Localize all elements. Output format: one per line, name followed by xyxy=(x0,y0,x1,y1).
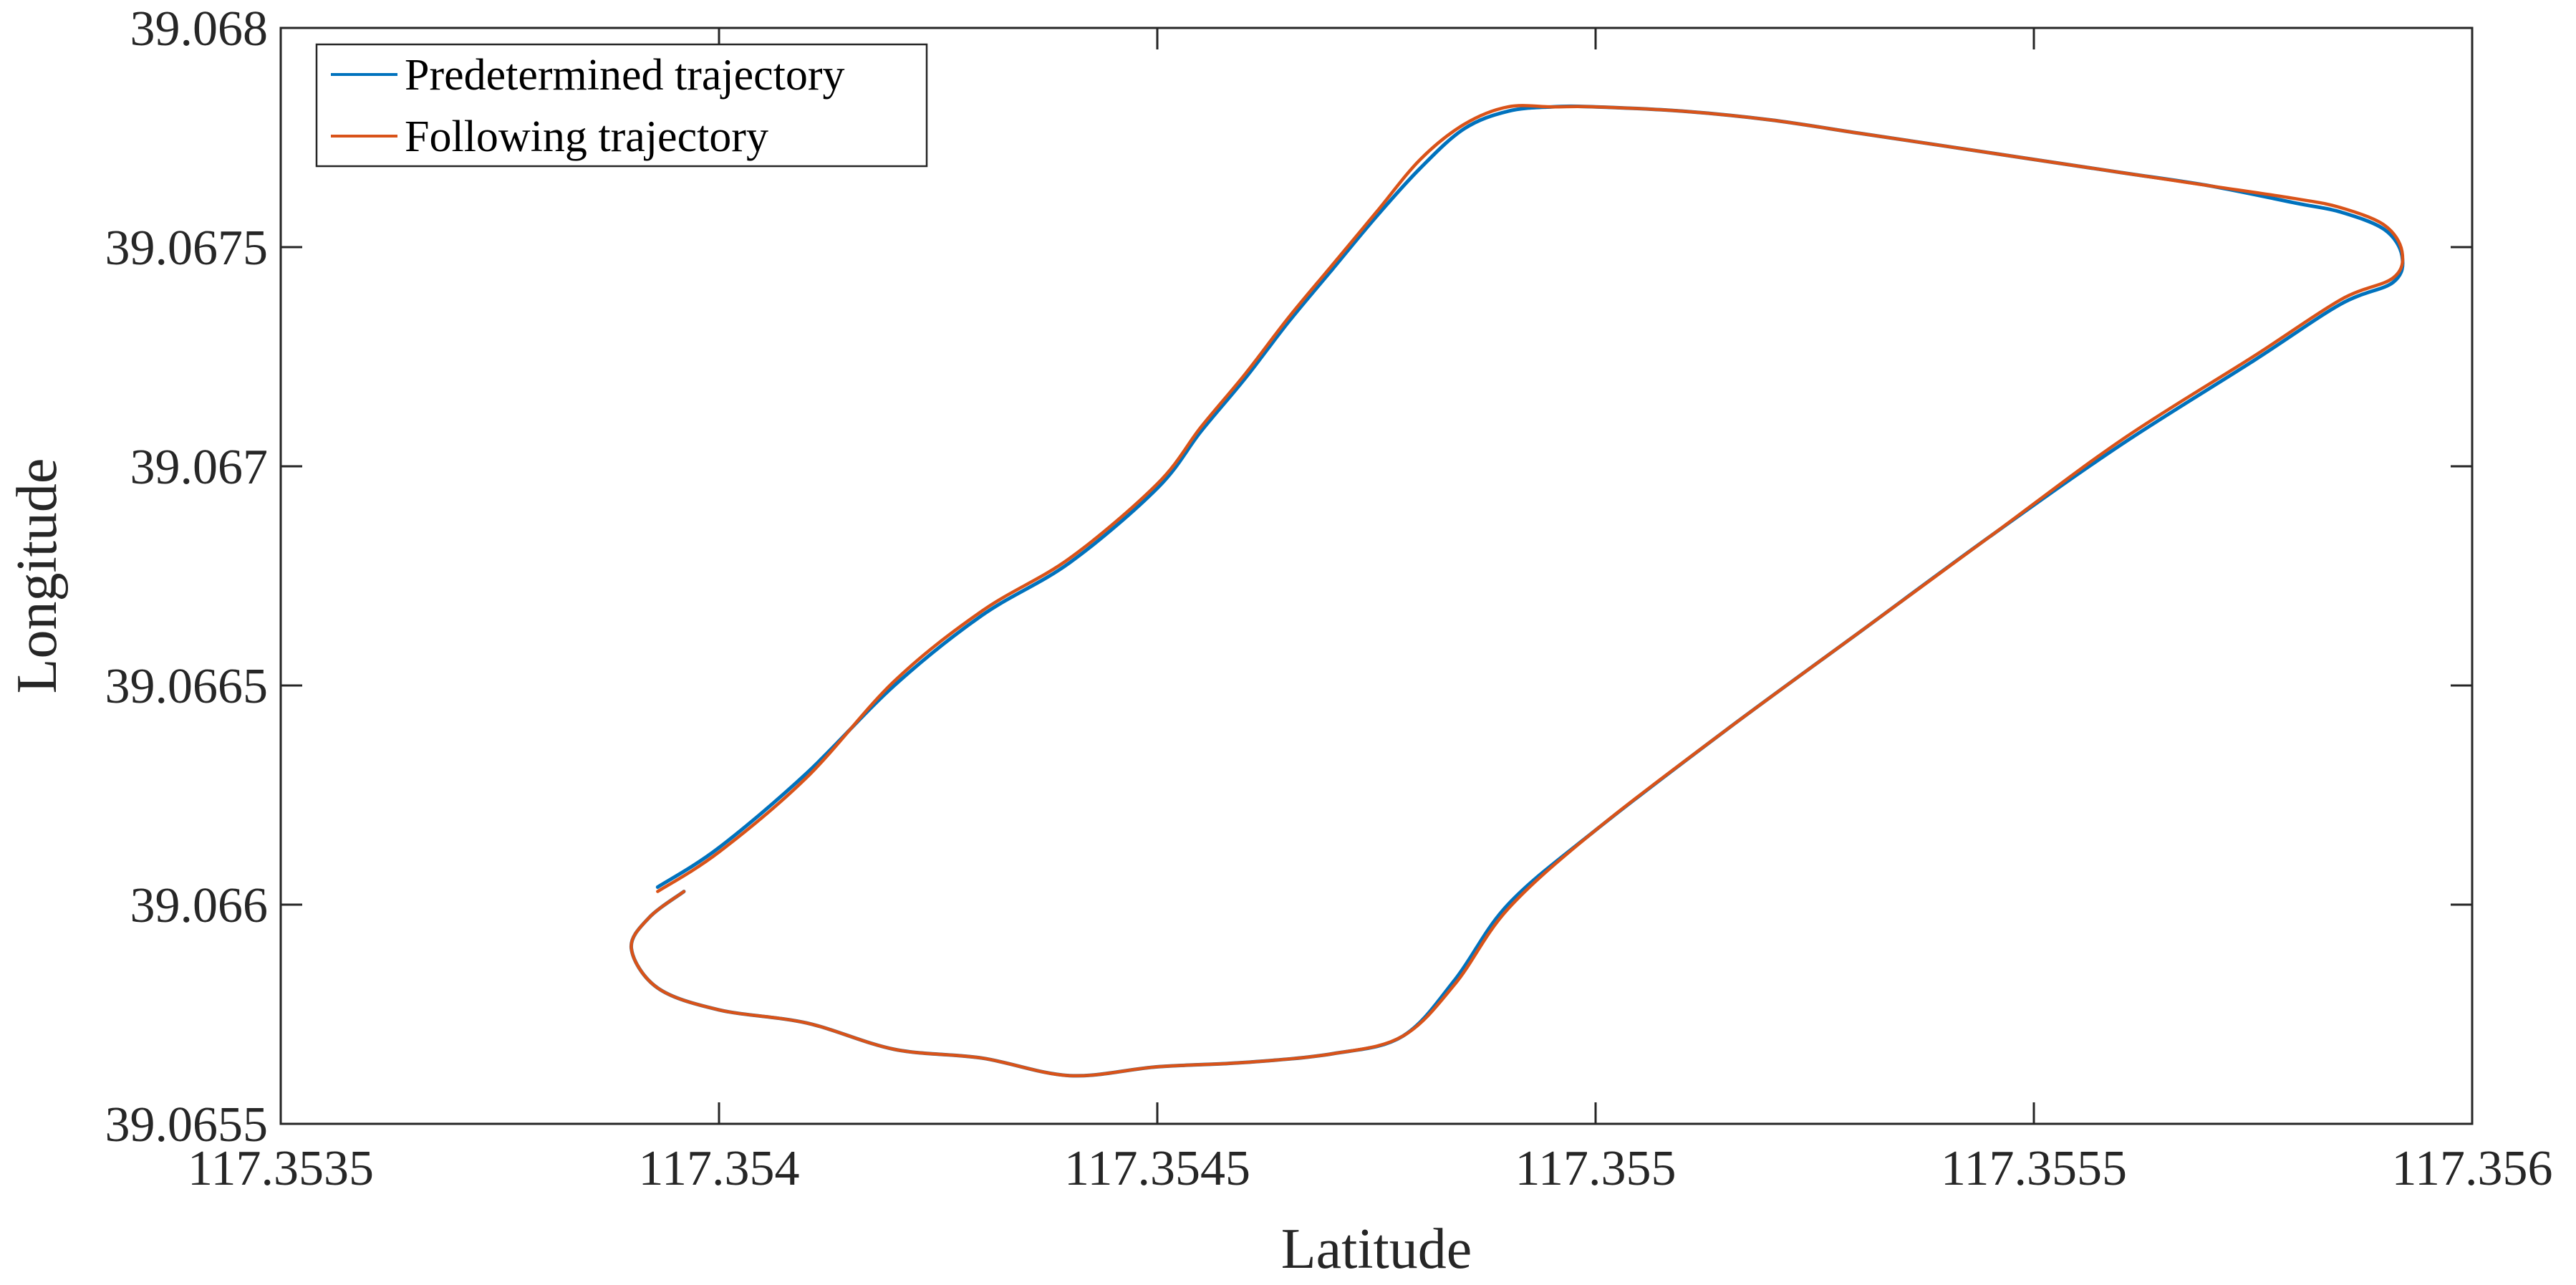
y-tick-label: 39.0655 xyxy=(105,1097,269,1152)
legend-label-following: Following trajectory xyxy=(405,112,768,161)
x-tick-label: 117.354 xyxy=(639,1141,800,1196)
y-tick-label: 39.0675 xyxy=(105,221,269,276)
y-tick-label: 39.066 xyxy=(130,878,269,933)
y-axis-title: Longitude xyxy=(6,458,69,694)
x-axis-title: Latitude xyxy=(1281,1218,1472,1281)
x-tick-label: 117.356 xyxy=(2392,1141,2553,1196)
plot-area xyxy=(281,28,2472,1124)
axes-box xyxy=(279,27,2474,1125)
y-axis-ticks: 39.0655 39.066 39.0665 39.067 39.0675 39.068 xyxy=(105,1,2472,1152)
series-line-following xyxy=(629,104,2405,1078)
y-tick-label: 39.0665 xyxy=(105,659,269,714)
x-tick-label: 117.355 xyxy=(1515,1141,1677,1196)
legend-box xyxy=(315,43,928,168)
x-tick-label: 117.3555 xyxy=(1941,1141,2127,1196)
legend-label-predetermined: Predetermined trajectory xyxy=(405,51,845,100)
series-layer xyxy=(629,104,2405,1078)
y-tick-label: 39.068 xyxy=(130,1,269,57)
x-axis-ticks: 117.3535 117.354 117.3545 117.355 117.3555 11… xyxy=(188,28,2552,1196)
x-tick-label: 117.3545 xyxy=(1064,1141,1250,1196)
x-tick-label: 117.3535 xyxy=(188,1141,374,1196)
legend: Predetermined trajectory Following traje… xyxy=(315,43,928,168)
y-tick-label: 39.067 xyxy=(130,440,269,495)
